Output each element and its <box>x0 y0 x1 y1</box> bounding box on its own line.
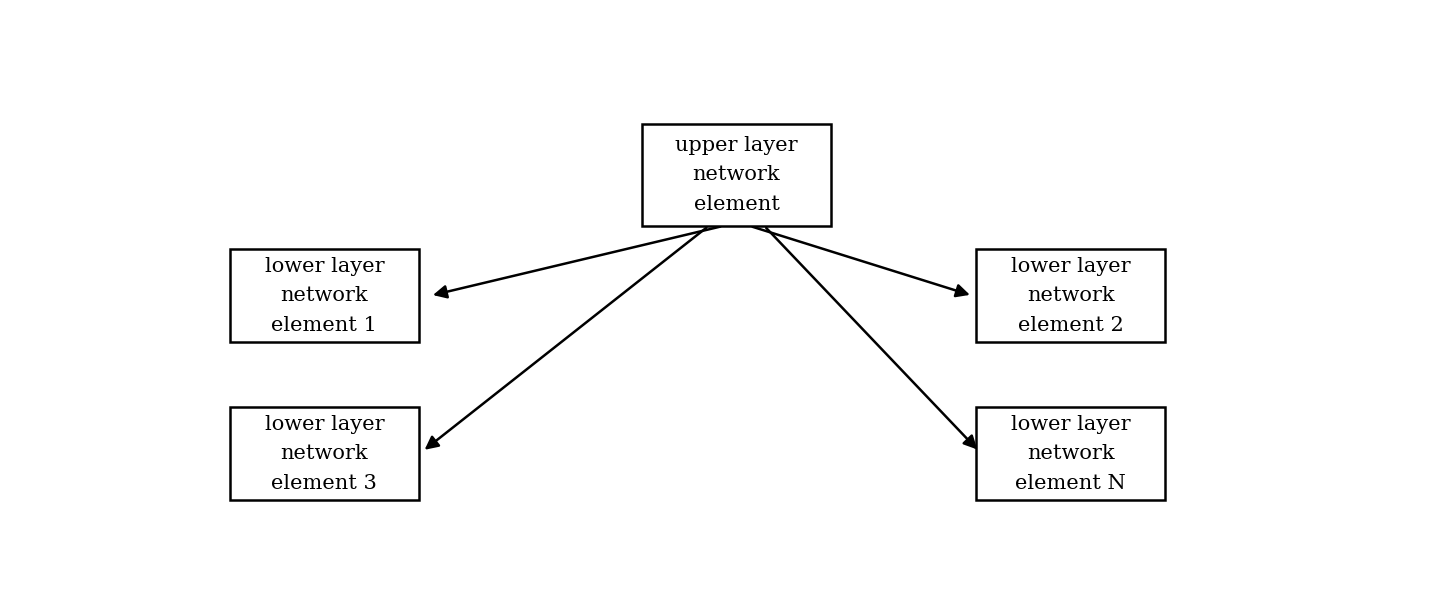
FancyBboxPatch shape <box>230 407 420 500</box>
Text: lower layer
network
element 3: lower layer network element 3 <box>264 415 384 493</box>
Text: lower layer
network
element 1: lower layer network element 1 <box>264 257 384 335</box>
Text: lower layer
network
element 2: lower layer network element 2 <box>1010 257 1131 335</box>
FancyBboxPatch shape <box>230 249 420 342</box>
FancyBboxPatch shape <box>642 124 831 226</box>
Text: lower layer
network
element N: lower layer network element N <box>1010 415 1131 493</box>
Text: upper layer
network
element: upper layer network element <box>675 136 798 214</box>
FancyBboxPatch shape <box>976 249 1165 342</box>
FancyBboxPatch shape <box>976 407 1165 500</box>
